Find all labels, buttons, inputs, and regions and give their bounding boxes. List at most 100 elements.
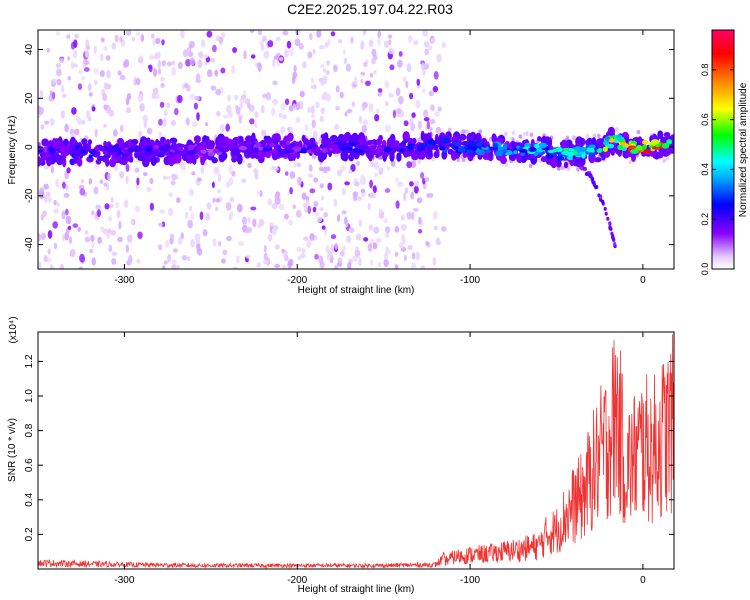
ridge-core — [290, 142, 295, 148]
ridge-core — [72, 152, 80, 156]
noise-blob — [267, 40, 274, 48]
noise-blob — [64, 208, 69, 216]
noise-blob — [356, 160, 360, 167]
ridge-core — [207, 145, 215, 150]
ridge-core — [380, 145, 386, 149]
noise-blob — [267, 198, 273, 206]
ridge-core — [413, 144, 418, 150]
ridge-core — [42, 153, 52, 158]
noise-blob — [158, 222, 163, 227]
noise-blob — [261, 129, 267, 137]
noise-blob — [275, 36, 281, 42]
noise-blob — [293, 64, 297, 73]
noise-blob — [223, 114, 229, 119]
noise-blob — [370, 192, 376, 199]
noise-blob — [368, 39, 374, 48]
noise-blob — [572, 135, 577, 140]
noise-blob — [199, 211, 204, 220]
noise-blob — [72, 223, 79, 228]
ridge-core — [48, 146, 54, 152]
ridge-halo — [211, 157, 218, 164]
noise-blob — [397, 59, 403, 68]
noise-blob — [409, 117, 414, 125]
noise-blob — [430, 38, 436, 43]
noise-blob — [205, 122, 209, 127]
noise-blob — [61, 233, 66, 242]
noise-blob — [72, 50, 78, 59]
noise-blob — [227, 94, 231, 102]
noise-blob — [163, 260, 168, 265]
noise-blob — [319, 116, 324, 123]
noise-blob — [334, 264, 339, 269]
noise-blob — [398, 51, 403, 57]
ridge-halo — [419, 150, 426, 160]
ridge-halo — [131, 138, 139, 145]
noise-blob — [107, 228, 112, 234]
noise-blob — [195, 73, 201, 82]
noise-blob — [88, 92, 93, 97]
ridge-core — [596, 148, 603, 153]
noise-blob — [189, 93, 195, 101]
y-tick-label: 0.8 — [24, 423, 35, 437]
ridge-halo — [402, 131, 410, 142]
noise-blob — [211, 181, 215, 189]
noise-blob — [108, 109, 115, 117]
noise-blob — [282, 264, 286, 269]
noise-blob — [385, 246, 390, 255]
noise-blob — [118, 220, 122, 230]
noise-blob — [460, 130, 464, 135]
ridge-halo — [540, 137, 545, 144]
noise-blob — [359, 178, 365, 185]
noise-blob — [213, 166, 220, 175]
noise-blob — [221, 32, 226, 39]
noise-blob — [196, 177, 202, 182]
noise-blob — [61, 210, 66, 220]
noise-blob — [125, 163, 130, 172]
noise-blob — [212, 44, 217, 53]
noise-blob — [351, 101, 356, 108]
noise-blob — [385, 226, 391, 234]
ridge-core — [328, 143, 334, 148]
noise-blob — [171, 66, 177, 76]
x-tick-label: -100 — [460, 575, 480, 586]
noise-blob — [423, 41, 430, 48]
noise-blob — [350, 36, 354, 44]
ridge-core — [607, 143, 615, 149]
noise-blob — [250, 54, 256, 59]
noise-blob — [159, 209, 166, 214]
noise-blob — [387, 34, 393, 39]
ridge-halo — [200, 155, 206, 164]
noise-blob — [363, 61, 368, 68]
noise-blob — [229, 197, 235, 203]
noise-blob — [50, 265, 55, 269]
noise-blob — [406, 211, 413, 220]
noise-blob — [228, 165, 233, 174]
noise-blob — [395, 87, 401, 97]
noise-blob — [360, 71, 366, 76]
noise-blob — [60, 110, 65, 119]
colorbar: 0.0 0.2 0.4 0.6 0.8 Normalized spectral ampl… — [700, 29, 749, 275]
noise-blob — [518, 134, 523, 139]
noise-blob — [103, 123, 107, 128]
noise-blob — [360, 40, 365, 49]
noise-blob — [52, 221, 58, 229]
ridge-halo — [563, 161, 569, 169]
noise-blob — [72, 63, 78, 68]
ridge-core — [170, 144, 175, 150]
noise-blob — [171, 60, 175, 66]
noise-blob — [189, 57, 196, 66]
ridge-core — [608, 138, 615, 143]
noise-blob — [284, 98, 290, 106]
colorbar-tick-label: 0.2 — [700, 213, 710, 226]
noise-blob — [355, 233, 362, 241]
noise-blob — [504, 131, 508, 136]
noise-blob — [435, 237, 441, 246]
noise-blob — [119, 171, 125, 179]
ridge-core — [213, 148, 220, 154]
ridge-core — [269, 150, 279, 154]
noise-blob — [363, 237, 369, 242]
noise-blob — [56, 68, 62, 77]
noise-blob — [122, 60, 128, 68]
x-tick-label: -100 — [460, 275, 480, 286]
noise-blob — [67, 225, 72, 230]
